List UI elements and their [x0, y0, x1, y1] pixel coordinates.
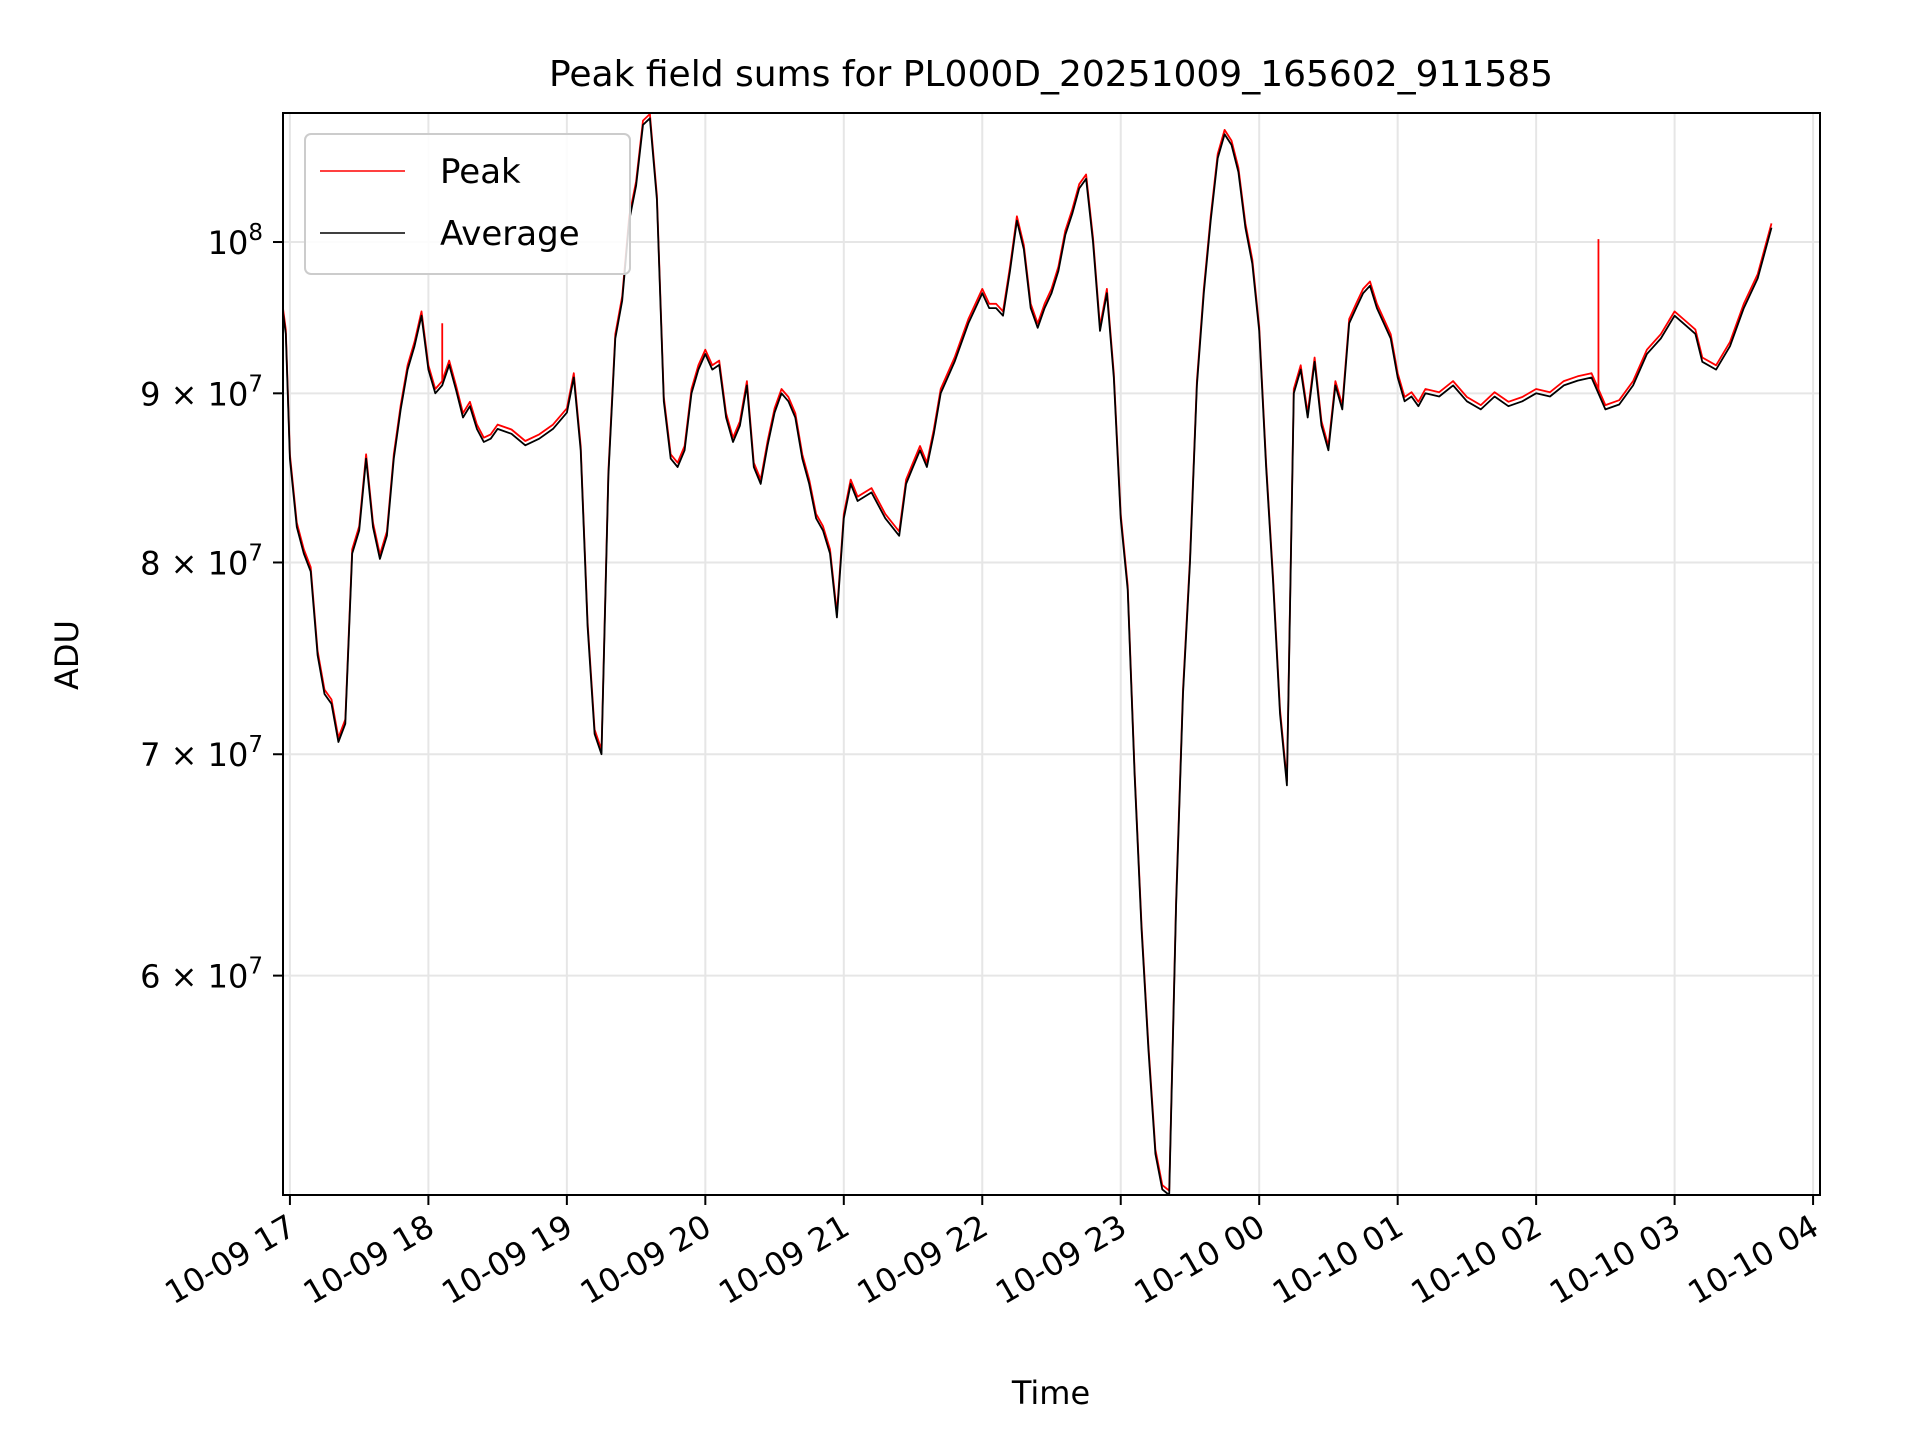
y-tick-label: 7 × 107	[140, 732, 263, 774]
chart-title: Peak field sums for PL000D_20251009_1656…	[549, 54, 1553, 95]
x-axis-label: Time	[1011, 1374, 1090, 1412]
y-tick-label: 8 × 107	[140, 540, 263, 582]
grid	[283, 113, 1820, 1195]
legend: Peak Average	[304, 133, 631, 275]
y-axis-label: ADU	[48, 620, 86, 690]
legend-label-peak: Peak	[440, 152, 521, 192]
plot-lines	[282, 113, 1773, 1196]
series-line-average	[282, 117, 1773, 1196]
y-axis: 6 × 107 7 × 107 8 × 107 9 × 107 108	[140, 220, 283, 996]
y-tick-label: 6 × 107	[140, 954, 263, 996]
legend-box	[304, 133, 631, 275]
y-tick-label: 9 × 107	[140, 371, 263, 413]
plot-frame	[282, 112, 1821, 1196]
y-tick-label: 108	[208, 220, 263, 262]
legend-label-average: Average	[440, 214, 580, 254]
